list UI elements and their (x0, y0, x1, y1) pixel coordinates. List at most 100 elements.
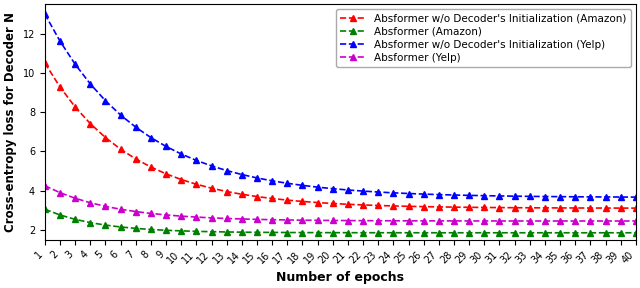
Absformer (Amazon) (632, 231, 639, 234)
Absformer w/o Decoder's Initialization (Yelp) (41, 12, 49, 16)
Absformer (Amazon) (238, 230, 246, 234)
Absformer w/o Decoder's Initialization (Amazon) (314, 201, 321, 204)
Absformer (Amazon) (572, 231, 579, 234)
Absformer w/o Decoder's Initialization (Yelp) (284, 181, 291, 185)
Absformer w/o Decoder's Initialization (Yelp) (481, 194, 488, 197)
Absformer (Amazon) (617, 231, 625, 234)
Absformer (Amazon) (359, 231, 367, 234)
Absformer w/o Decoder's Initialization (Amazon) (268, 197, 276, 200)
Absformer w/o Decoder's Initialization (Amazon) (586, 206, 594, 210)
Absformer (Yelp) (268, 218, 276, 221)
Absformer (Amazon) (602, 231, 609, 234)
Absformer (Yelp) (193, 215, 200, 219)
Absformer (Amazon) (147, 228, 155, 231)
Absformer (Yelp) (541, 219, 548, 223)
Absformer w/o Decoder's Initialization (Amazon) (284, 198, 291, 202)
Absformer w/o Decoder's Initialization (Amazon) (495, 206, 503, 209)
Absformer w/o Decoder's Initialization (Amazon) (435, 205, 443, 209)
Line: Absformer w/o Decoder's Initialization (Amazon): Absformer w/o Decoder's Initialization (… (42, 60, 639, 211)
Absformer w/o Decoder's Initialization (Yelp) (541, 195, 548, 198)
Absformer (Yelp) (162, 213, 170, 217)
Absformer (Yelp) (511, 219, 518, 223)
Absformer (Yelp) (586, 219, 594, 223)
Absformer w/o Decoder's Initialization (Yelp) (56, 39, 64, 43)
Absformer (Yelp) (41, 184, 49, 187)
Absformer (Amazon) (526, 231, 534, 234)
Absformer (Amazon) (541, 231, 548, 234)
Absformer (Amazon) (329, 231, 337, 234)
Absformer w/o Decoder's Initialization (Amazon) (116, 147, 124, 151)
Absformer w/o Decoder's Initialization (Amazon) (344, 202, 352, 206)
Absformer w/o Decoder's Initialization (Amazon) (147, 165, 155, 169)
Absformer w/o Decoder's Initialization (Amazon) (617, 206, 625, 210)
Absformer (Yelp) (253, 218, 261, 221)
Absformer (Amazon) (314, 231, 321, 234)
Absformer w/o Decoder's Initialization (Yelp) (329, 187, 337, 190)
Absformer (Amazon) (56, 213, 64, 217)
Absformer w/o Decoder's Initialization (Amazon) (207, 186, 215, 190)
Absformer (Yelp) (314, 219, 321, 222)
Absformer (Amazon) (481, 231, 488, 234)
Line: Absformer (Yelp): Absformer (Yelp) (42, 183, 639, 224)
Absformer (Amazon) (420, 231, 428, 234)
Absformer w/o Decoder's Initialization (Yelp) (268, 179, 276, 183)
Absformer (Yelp) (238, 217, 246, 221)
Absformer (Amazon) (132, 227, 140, 230)
Absformer w/o Decoder's Initialization (Amazon) (41, 61, 49, 65)
Absformer (Yelp) (102, 205, 109, 208)
Absformer (Amazon) (495, 231, 503, 234)
Y-axis label: Cross-entropy loss for Decoder N: Cross-entropy loss for Decoder N (4, 12, 17, 232)
Absformer w/o Decoder's Initialization (Amazon) (253, 195, 261, 198)
Absformer w/o Decoder's Initialization (Amazon) (465, 206, 473, 209)
Absformer (Yelp) (223, 217, 230, 220)
Absformer (Yelp) (344, 219, 352, 222)
Absformer (Yelp) (359, 219, 367, 222)
Absformer (Yelp) (526, 219, 534, 223)
Absformer (Amazon) (404, 231, 412, 234)
Absformer (Amazon) (223, 230, 230, 234)
Absformer w/o Decoder's Initialization (Yelp) (102, 99, 109, 103)
Absformer w/o Decoder's Initialization (Amazon) (511, 206, 518, 209)
Absformer w/o Decoder's Initialization (Amazon) (481, 206, 488, 209)
Absformer (Amazon) (374, 231, 382, 234)
Absformer w/o Decoder's Initialization (Amazon) (572, 206, 579, 210)
Absformer (Amazon) (193, 230, 200, 233)
Absformer (Amazon) (253, 231, 261, 234)
Absformer w/o Decoder's Initialization (Amazon) (238, 193, 246, 196)
Absformer w/o Decoder's Initialization (Yelp) (238, 173, 246, 176)
Absformer (Yelp) (632, 219, 639, 223)
Line: Absformer (Amazon): Absformer (Amazon) (42, 206, 639, 236)
Absformer (Amazon) (41, 207, 49, 211)
Absformer (Amazon) (435, 231, 443, 234)
Absformer (Yelp) (602, 219, 609, 223)
Absformer (Yelp) (435, 219, 443, 223)
Absformer w/o Decoder's Initialization (Amazon) (329, 202, 337, 205)
Absformer w/o Decoder's Initialization (Yelp) (632, 195, 639, 199)
Absformer w/o Decoder's Initialization (Yelp) (223, 169, 230, 172)
Absformer w/o Decoder's Initialization (Yelp) (207, 164, 215, 168)
Absformer (Yelp) (207, 216, 215, 219)
Absformer (Amazon) (390, 231, 397, 234)
Absformer (Amazon) (586, 231, 594, 234)
Absformer (Yelp) (329, 219, 337, 222)
Absformer w/o Decoder's Initialization (Yelp) (132, 126, 140, 129)
Absformer w/o Decoder's Initialization (Amazon) (132, 157, 140, 161)
Absformer w/o Decoder's Initialization (Amazon) (193, 183, 200, 186)
Absformer w/o Decoder's Initialization (Amazon) (420, 205, 428, 208)
Absformer (Amazon) (284, 231, 291, 234)
Absformer (Yelp) (450, 219, 458, 223)
Absformer w/o Decoder's Initialization (Yelp) (526, 195, 534, 198)
Absformer (Amazon) (556, 231, 564, 234)
Absformer (Amazon) (207, 230, 215, 233)
Absformer (Amazon) (162, 229, 170, 232)
Absformer w/o Decoder's Initialization (Yelp) (450, 193, 458, 197)
Absformer w/o Decoder's Initialization (Amazon) (102, 136, 109, 139)
Absformer w/o Decoder's Initialization (Amazon) (71, 105, 79, 109)
Absformer (Yelp) (71, 196, 79, 200)
Absformer (Amazon) (511, 231, 518, 234)
Absformer (Amazon) (71, 218, 79, 221)
Absformer w/o Decoder's Initialization (Amazon) (56, 85, 64, 89)
X-axis label: Number of epochs: Number of epochs (276, 271, 404, 284)
Absformer (Amazon) (344, 231, 352, 234)
Absformer w/o Decoder's Initialization (Amazon) (374, 204, 382, 207)
